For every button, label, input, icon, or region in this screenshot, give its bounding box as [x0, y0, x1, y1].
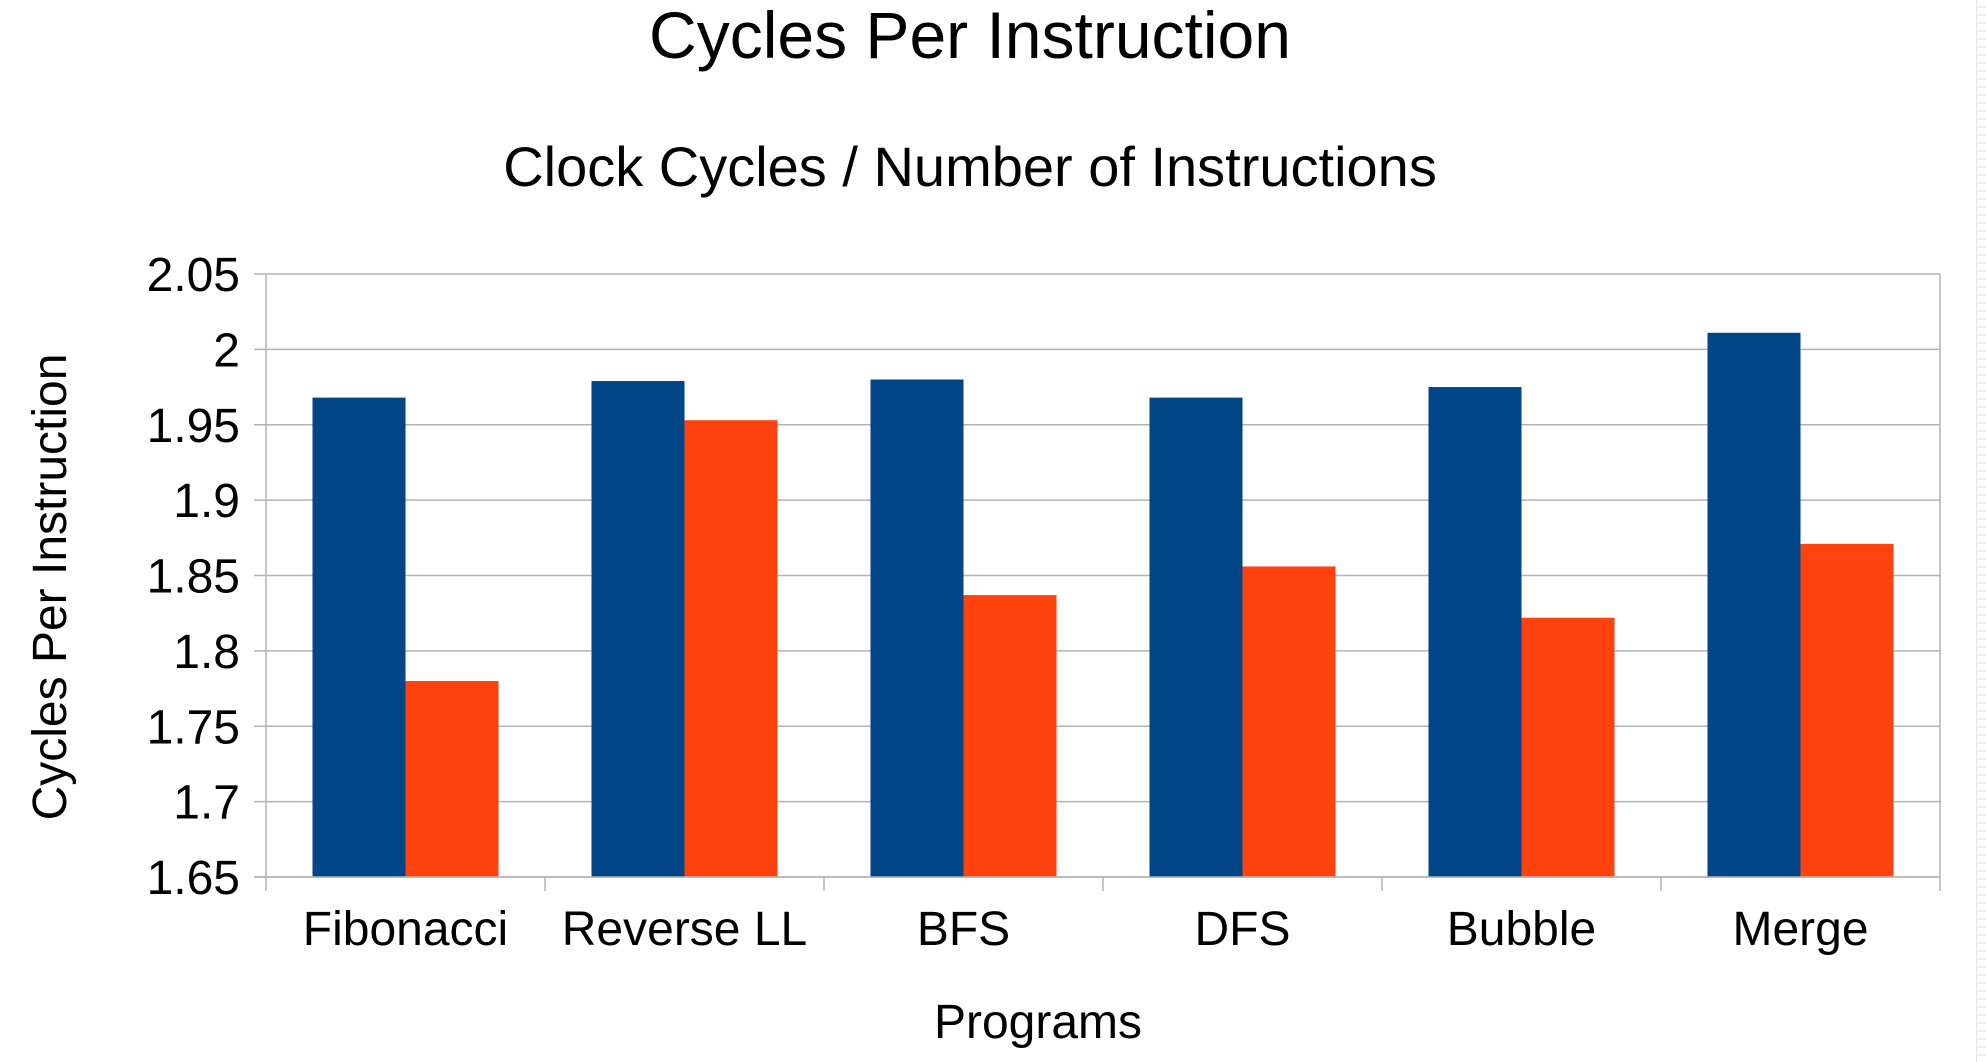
- x-tick-label: Merge: [1732, 903, 1868, 956]
- x-tick-label: DFS: [1195, 903, 1291, 956]
- bar-1-reverse-ll: [591, 381, 685, 877]
- bar-2-reverse-ll: [684, 420, 778, 877]
- chart-subtitle: Clock Cycles / Number of Instructions: [503, 135, 1437, 198]
- y-tick-label: 1.8: [173, 626, 240, 679]
- y-tick-label: 1.85: [147, 551, 240, 604]
- axes: [254, 274, 1941, 891]
- y-axis-label: Cycles Per Instruction: [24, 354, 77, 821]
- bar-1-merge: [1707, 332, 1801, 878]
- x-axis-label: Programs: [934, 996, 1142, 1049]
- page-edge-strip: [1976, 0, 1986, 1062]
- y-tick-label: 1.95: [147, 400, 240, 453]
- y-tick-labels: 1.65 1.7 1.75 1.8 1.85 1.9 1.95 2 2.05: [147, 249, 240, 905]
- x-tick-label: Fibonacci: [303, 903, 508, 956]
- bar-2-merge: [1800, 543, 1894, 877]
- bar-1-bfs: [870, 379, 964, 877]
- x-tick-labels: Fibonacci Reverse LL BFS DFS Bubble Merge: [303, 903, 1869, 956]
- x-tick-label: BFS: [917, 903, 1010, 956]
- bar-2-fibonacci: [405, 681, 499, 877]
- chart-title: Cycles Per Instruction: [649, 0, 1291, 72]
- bar-2-dfs: [1242, 566, 1336, 877]
- y-tick-label: 1.7: [173, 777, 240, 830]
- y-tick-label: 2.05: [147, 249, 240, 302]
- y-tick-label: 1.9: [173, 475, 240, 528]
- y-tick-label: 1.65: [147, 852, 240, 905]
- gridlines: [254, 273, 1940, 878]
- bar-1-bubble: [1428, 387, 1522, 877]
- bars: [312, 332, 1894, 878]
- x-tick-label: Bubble: [1447, 903, 1596, 956]
- y-tick-label: 2: [213, 324, 240, 377]
- x-tick-label: Reverse LL: [562, 903, 807, 956]
- bar-1-dfs: [1149, 397, 1243, 877]
- bar-2-bubble: [1521, 617, 1615, 877]
- bar-2-bfs: [963, 595, 1057, 877]
- bar-1-fibonacci: [312, 397, 406, 877]
- y-tick-label: 1.75: [147, 701, 240, 754]
